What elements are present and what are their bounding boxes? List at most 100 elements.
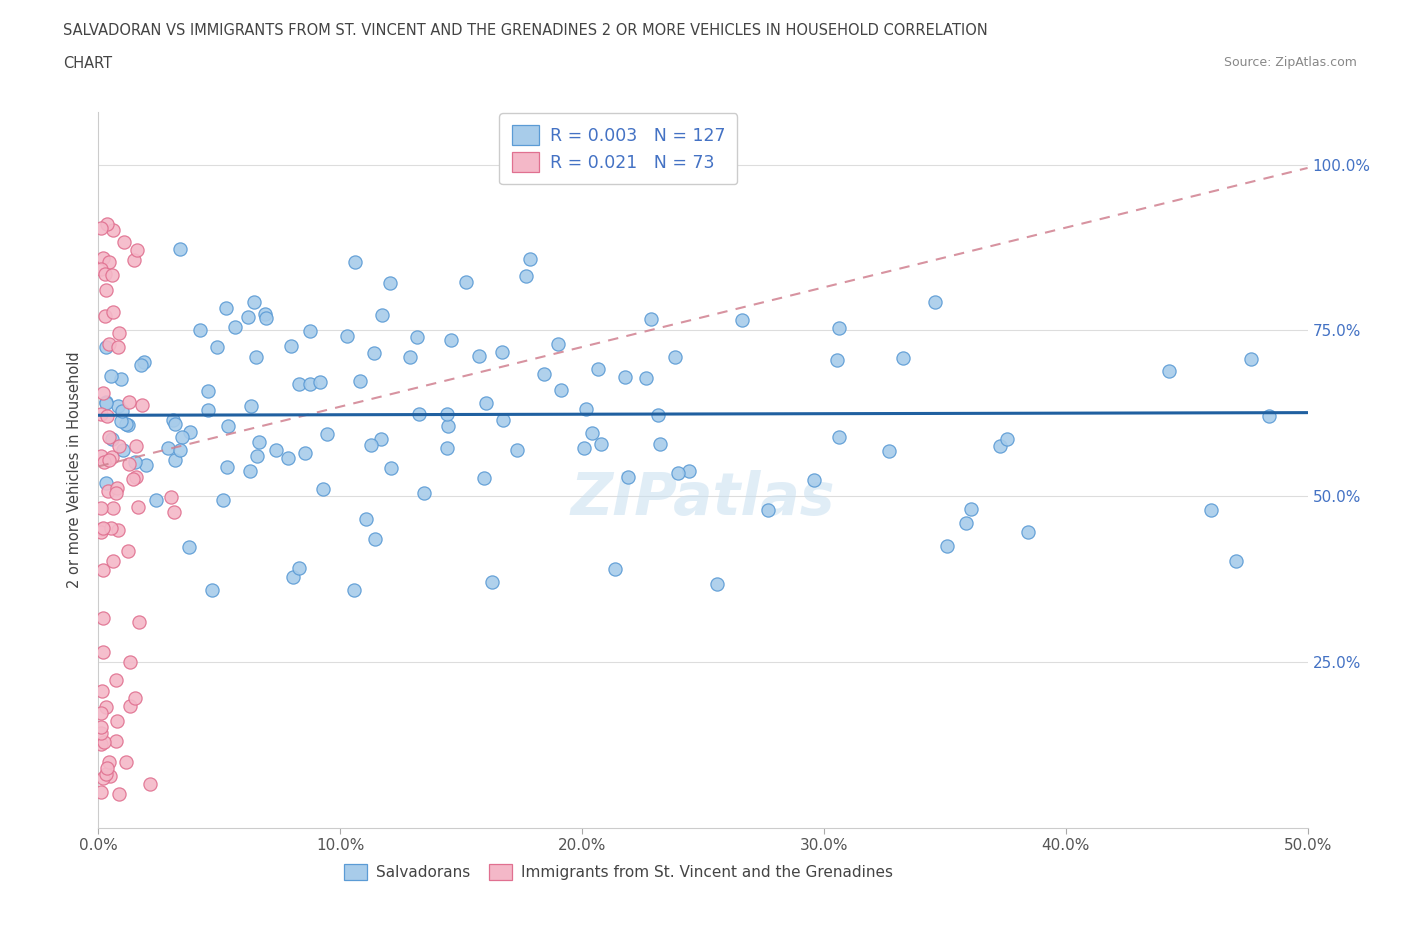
Point (247, 434, 270, 449)
Point (188, 322, 211, 337)
Point (349, 374, 371, 389)
Point (294, 445, 316, 460)
Point (160, 490, 183, 505)
Point (98, 768, 121, 783)
Point (467, 349, 489, 364)
Point (617, 469, 640, 484)
Point (636, 371, 658, 386)
Point (96, 760, 118, 775)
Point (299, 377, 322, 392)
Text: CHART: CHART (63, 56, 112, 71)
Point (107, 339, 129, 354)
Point (93, 735, 115, 750)
Point (94, 267, 117, 282)
Text: ZIPatlas: ZIPatlas (571, 470, 835, 526)
Point (491, 412, 513, 427)
Point (440, 333, 463, 348)
Point (246, 449, 269, 464)
Point (125, 470, 148, 485)
Point (877, 444, 900, 458)
Point (134, 354, 156, 369)
Point (104, 734, 127, 749)
Point (101, 501, 124, 516)
Point (371, 308, 394, 323)
Point (197, 384, 219, 399)
Point (491, 344, 513, 359)
Point (648, 437, 671, 452)
Point (108, 326, 131, 341)
Point (163, 504, 186, 519)
Point (288, 561, 311, 576)
Point (115, 417, 138, 432)
Point (254, 311, 277, 325)
Point (1199, 502, 1222, 517)
Point (101, 267, 124, 282)
Point (475, 395, 498, 410)
Point (117, 544, 139, 559)
Point (283, 569, 305, 584)
Legend: Salvadorans, Immigrants from St. Vincent and the Grenadines: Salvadorans, Immigrants from St. Vincent… (336, 857, 900, 888)
Point (107, 523, 129, 538)
Point (122, 253, 145, 268)
Point (94, 476, 117, 491)
Point (94, 339, 117, 354)
Point (118, 698, 141, 713)
Point (128, 615, 150, 630)
Point (91, 521, 114, 536)
Point (90, 261, 112, 276)
Point (96, 408, 118, 423)
Point (378, 276, 401, 291)
Point (98, 337, 121, 352)
Point (364, 532, 387, 547)
Point (177, 539, 200, 554)
Point (118, 457, 141, 472)
Text: SALVADORAN VS IMMIGRANTS FROM ST. VINCENT AND THE GRENADINES 2 OR MORE VEHICLES : SALVADORAN VS IMMIGRANTS FROM ST. VINCEN… (63, 23, 988, 38)
Point (131, 358, 153, 373)
Point (277, 451, 299, 466)
Point (110, 372, 132, 387)
Point (243, 295, 266, 310)
Point (108, 787, 131, 802)
Point (363, 345, 385, 360)
Point (135, 458, 157, 472)
Point (591, 437, 613, 452)
Point (93, 455, 115, 470)
Point (90, 448, 112, 463)
Point (205, 340, 228, 355)
Point (264, 443, 287, 458)
Point (666, 466, 689, 481)
Point (138, 777, 160, 791)
Point (988, 439, 1011, 454)
Point (98, 255, 121, 270)
Point (1257, 409, 1279, 424)
Point (574, 441, 596, 456)
Point (112, 234, 135, 249)
Point (239, 464, 262, 479)
Point (111, 404, 134, 418)
Point (169, 442, 191, 457)
Point (288, 376, 311, 391)
Point (828, 320, 851, 335)
Point (162, 412, 184, 427)
Point (125, 439, 148, 454)
Point (104, 672, 127, 687)
Point (533, 366, 555, 381)
Point (163, 417, 186, 432)
Point (94, 766, 117, 781)
Point (90, 684, 112, 698)
Point (127, 500, 149, 515)
Point (110, 414, 132, 429)
Point (344, 255, 367, 270)
Point (245, 349, 267, 364)
Point (408, 406, 430, 421)
Point (678, 464, 700, 479)
Point (224, 320, 246, 335)
Point (664, 350, 686, 365)
Y-axis label: 2 or more Vehicles in Household: 2 or more Vehicles in Household (67, 352, 83, 588)
Point (90, 525, 112, 539)
Point (547, 337, 569, 352)
Point (253, 306, 276, 321)
Point (603, 562, 626, 577)
Point (118, 655, 141, 670)
Point (105, 713, 128, 728)
